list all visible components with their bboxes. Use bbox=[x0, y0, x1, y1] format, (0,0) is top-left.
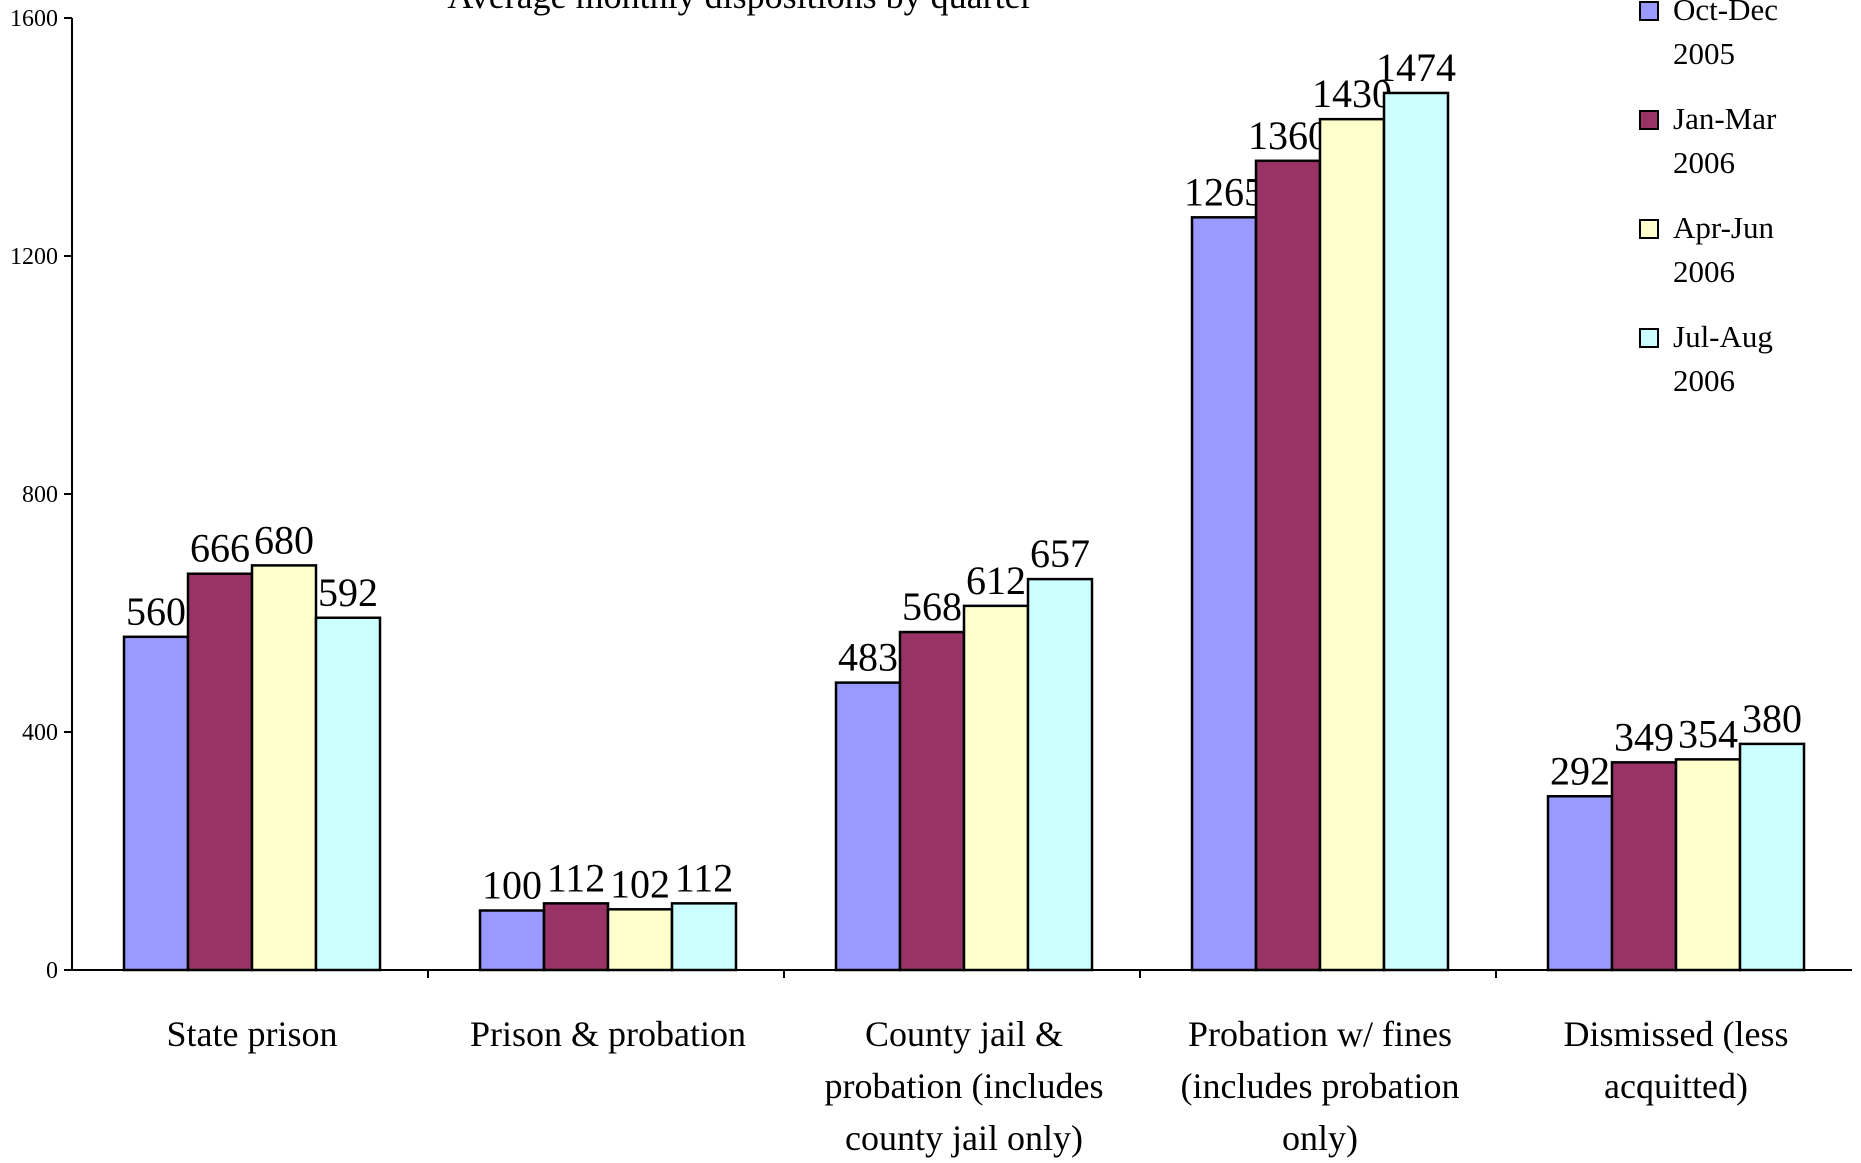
x-category-label-line: (includes probation bbox=[1181, 1066, 1460, 1106]
data-label: 102 bbox=[610, 861, 670, 906]
legend-swatch bbox=[1639, 110, 1659, 130]
data-label: 592 bbox=[318, 570, 378, 615]
x-category-label: Dismissed (less acquitted) bbox=[1564, 1014, 1789, 1106]
legend-swatch bbox=[1639, 328, 1659, 348]
x-category-label-line: probation (includes bbox=[825, 1066, 1104, 1106]
x-category-label-line: State prison bbox=[167, 1014, 338, 1054]
bar bbox=[1318, 117, 1386, 972]
legend-label: Apr-Jun 2006 bbox=[1673, 210, 1774, 289]
data-label: 1430 bbox=[1312, 71, 1392, 116]
x-category-label: County jail & probation (includes county j… bbox=[825, 1014, 1104, 1158]
legend-label-line: Jul-Aug bbox=[1673, 319, 1773, 354]
legend-label-line: 2006 bbox=[1673, 145, 1735, 180]
data-label: 349 bbox=[1614, 714, 1674, 759]
bar bbox=[1382, 91, 1450, 972]
bar bbox=[1254, 159, 1322, 972]
data-label: 1474 bbox=[1376, 45, 1456, 90]
data-label: 1265 bbox=[1184, 169, 1264, 214]
legend-label-line: Oct-Dec bbox=[1673, 0, 1778, 27]
bar bbox=[478, 909, 546, 972]
legend-label-line: 2006 bbox=[1673, 363, 1735, 398]
data-label: 666 bbox=[190, 526, 250, 571]
bar bbox=[1546, 795, 1614, 972]
x-category-label-line: only) bbox=[1282, 1118, 1358, 1158]
data-label: 292 bbox=[1550, 748, 1610, 793]
bar bbox=[962, 604, 1030, 972]
data-label: 100 bbox=[482, 863, 542, 908]
y-tick-label: 1600 bbox=[10, 6, 58, 32]
bar bbox=[1738, 742, 1806, 972]
x-category-label: Probation w/ fines (includes probation onl… bbox=[1181, 1014, 1460, 1158]
data-label: 483 bbox=[838, 635, 898, 680]
x-category-label-line: acquitted) bbox=[1604, 1066, 1748, 1106]
legend-label-line: 2006 bbox=[1673, 254, 1735, 289]
bar bbox=[834, 681, 902, 972]
data-label: 657 bbox=[1030, 531, 1090, 576]
bar bbox=[1674, 758, 1742, 972]
bar bbox=[314, 616, 382, 972]
y-tick-label: 800 bbox=[22, 482, 58, 508]
bar bbox=[1610, 761, 1678, 972]
x-category-label: State prison bbox=[167, 1014, 338, 1054]
x-category-label: Prison & probation bbox=[470, 1014, 746, 1054]
data-label: 354 bbox=[1678, 711, 1738, 756]
x-category-label-line: county jail only) bbox=[845, 1118, 1083, 1158]
x-category-label-line: County jail & bbox=[865, 1014, 1063, 1054]
bar bbox=[1026, 577, 1094, 972]
legend-label: Jan-Mar 2006 bbox=[1673, 101, 1777, 180]
bar bbox=[122, 635, 190, 972]
legend-swatch bbox=[1639, 1, 1659, 21]
data-label: 680 bbox=[254, 517, 314, 562]
x-category-label-line: Prison & probation bbox=[470, 1014, 746, 1054]
bar bbox=[898, 630, 966, 972]
bar bbox=[1190, 216, 1258, 972]
chart-title: Average monthly dispositions by quarter bbox=[447, 0, 1032, 16]
legend-label-line: Jan-Mar bbox=[1673, 101, 1777, 136]
legend-label-line: Apr-Jun bbox=[1673, 210, 1774, 245]
data-label: 1360 bbox=[1248, 113, 1328, 158]
legend-label: Oct-Dec 2005 bbox=[1673, 0, 1778, 71]
x-category-label-line: Dismissed (less bbox=[1564, 1014, 1789, 1054]
data-label: 568 bbox=[902, 584, 962, 629]
legend-label: Jul-Aug 2006 bbox=[1673, 319, 1773, 398]
y-tick-label: 0 bbox=[46, 958, 58, 984]
legend-swatch bbox=[1639, 219, 1659, 239]
bar bbox=[606, 908, 674, 972]
bar bbox=[542, 902, 610, 972]
bar bbox=[250, 564, 318, 972]
x-category-label-line: Probation w/ fines bbox=[1188, 1014, 1452, 1054]
data-label: 560 bbox=[126, 589, 186, 634]
data-label: 612 bbox=[966, 558, 1026, 603]
data-label: 112 bbox=[675, 855, 734, 900]
legend-label-line: 2005 bbox=[1673, 36, 1735, 71]
data-label: 112 bbox=[547, 855, 606, 900]
bar bbox=[670, 902, 738, 972]
y-tick-label: 400 bbox=[22, 720, 58, 746]
y-tick-label: 1200 bbox=[10, 244, 58, 270]
bar bbox=[186, 572, 254, 972]
data-label: 380 bbox=[1742, 696, 1802, 741]
